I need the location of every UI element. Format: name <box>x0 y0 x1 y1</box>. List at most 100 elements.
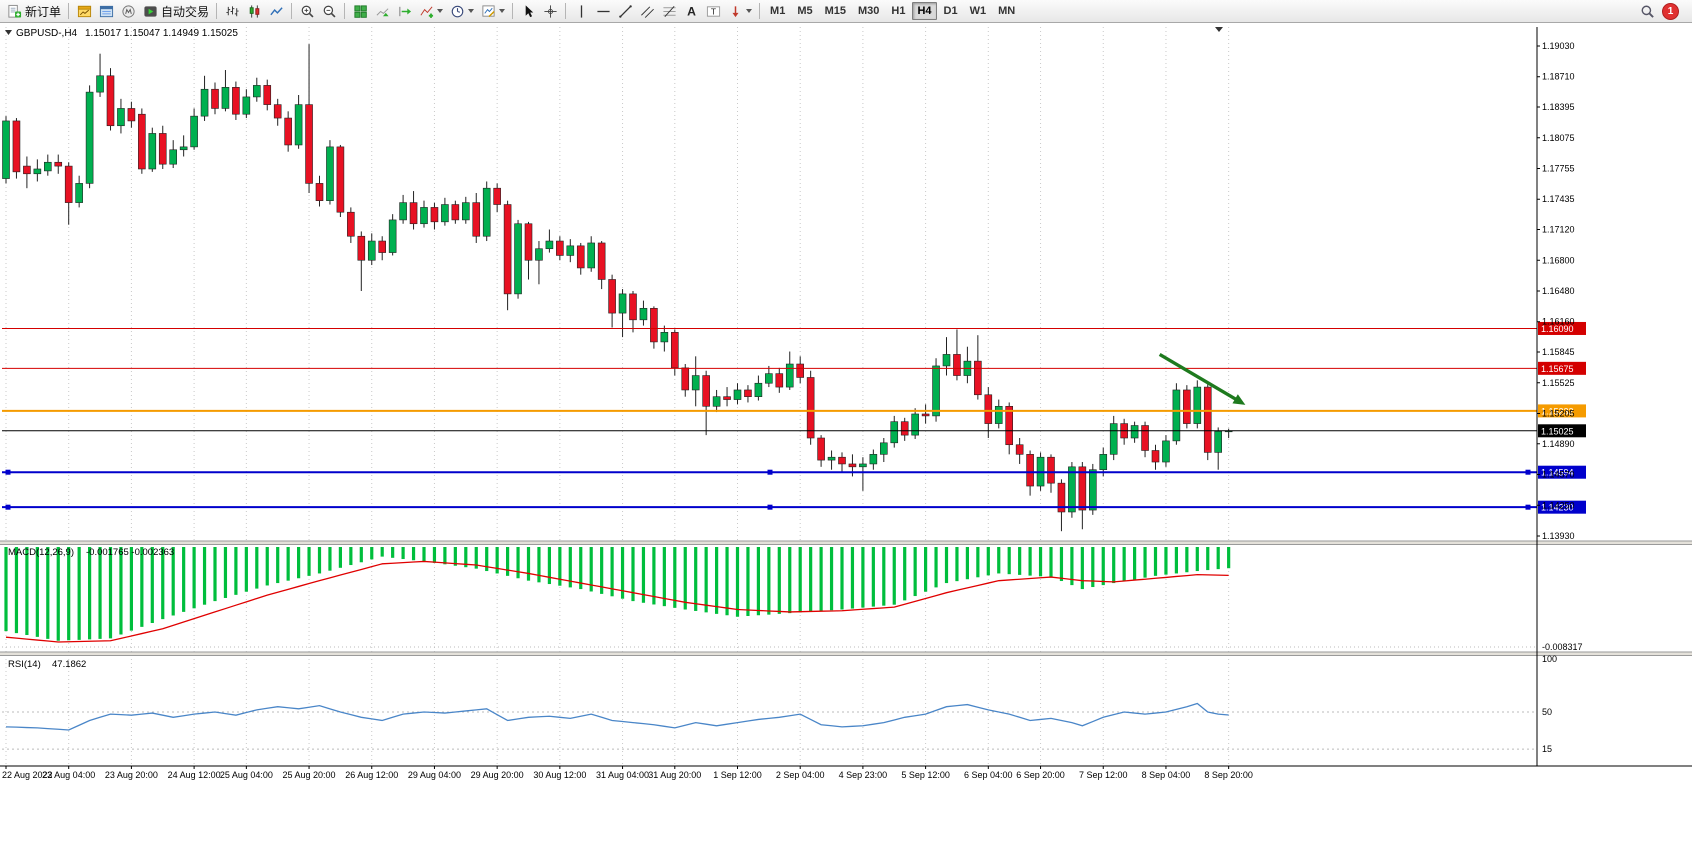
data-window-button[interactable] <box>96 2 116 21</box>
bar-chart-button[interactable] <box>222 2 242 21</box>
candle-body <box>681 367 690 391</box>
price-level-line-1.15232[interactable]: 1.15232 <box>2 404 1586 418</box>
candle-body <box>43 161 52 172</box>
autotrading-button[interactable]: 自动交易 <box>140 2 211 21</box>
trend-arrow-annotation[interactable] <box>1158 352 1246 405</box>
text-button[interactable]: A <box>681 2 701 21</box>
price-axis-label: 1.14250 <box>1542 500 1575 510</box>
price-axis-label: 1.16800 <box>1542 255 1575 265</box>
timeframe-m15-button[interactable]: M15 <box>824 5 846 17</box>
candle-body <box>420 207 428 225</box>
scroll-to-end-marker-icon[interactable] <box>1215 27 1223 32</box>
timeframe-m30-button[interactable]: M30 <box>858 5 880 17</box>
periods-button[interactable] <box>447 2 476 21</box>
timeframe-m1-button[interactable]: M1 <box>770 5 786 17</box>
navigator-button[interactable] <box>118 2 138 21</box>
price-axis-badge <box>1538 500 1586 514</box>
selection-handle[interactable] <box>767 469 773 475</box>
dropdown-arrow-icon[interactable] <box>437 9 444 13</box>
time-axis-label: 8 Sep 04:00 <box>1142 770 1191 780</box>
new-order-button[interactable]: 新订单 <box>4 2 63 21</box>
horizontal-line-button[interactable] <box>593 2 613 21</box>
candle-body <box>765 373 773 384</box>
time-axis-label: 4 Sep 23:00 <box>839 770 888 780</box>
candle-body <box>608 279 616 314</box>
price-axis-label: 1.14890 <box>1542 439 1575 449</box>
price-level-line-1.15025[interactable]: 1.15025 <box>2 424 1586 438</box>
trendline-button[interactable] <box>615 2 635 21</box>
timeframe-w1-button[interactable]: W1 <box>969 5 987 17</box>
text-label-button[interactable]: T <box>703 2 723 21</box>
dropdown-arrow-icon[interactable] <box>746 9 753 13</box>
selection-handle[interactable] <box>767 504 773 510</box>
selection-handle[interactable] <box>5 469 11 475</box>
price-level-line-1.14594[interactable]: 1.14594 <box>2 465 1586 479</box>
timeframe-m5-button[interactable]: M5 <box>797 5 813 17</box>
fibonacci-button[interactable] <box>659 2 679 21</box>
dropdown-arrow-icon[interactable] <box>468 9 475 13</box>
time-axis-label: 6 Sep 04:00 <box>964 770 1013 780</box>
splitter-macd-rsi[interactable] <box>0 651 1692 656</box>
candle-body <box>117 108 125 127</box>
channel-icon <box>639 3 655 19</box>
chart-ohlc-values: 1.15017 1.15047 1.14949 1.15025 <box>85 28 238 39</box>
timeframe-h1-button[interactable]: H1 <box>891 5 906 17</box>
candle-body <box>441 204 449 223</box>
chart-menu-arrow-icon[interactable] <box>5 30 12 35</box>
time-axis-label: 25 Aug 04:00 <box>220 770 273 780</box>
candle-body <box>576 245 585 269</box>
tile-windows-button[interactable] <box>350 2 370 21</box>
price-badge-label: 1.15675 <box>1541 364 1574 374</box>
timeframe-mn-button[interactable]: MN <box>998 5 1016 17</box>
templates-button[interactable] <box>478 2 507 21</box>
timeframe-d1-button[interactable]: D1 <box>943 5 958 17</box>
candle-body <box>305 104 313 184</box>
price-badge-label: 1.15025 <box>1541 426 1574 436</box>
rsi-scale-label: 15 <box>1542 744 1552 754</box>
dropdown-arrow-icon[interactable] <box>499 9 506 13</box>
zoom-in-icon <box>299 3 315 19</box>
selection-handle[interactable] <box>5 504 11 510</box>
time-axis-label: 24 Aug 12:00 <box>168 770 221 780</box>
candle-body <box>545 240 554 250</box>
selection-handle[interactable] <box>1525 504 1531 510</box>
timeframe-h4-button[interactable]: H4 <box>912 2 937 20</box>
candle-body <box>817 437 825 461</box>
bars-icon <box>224 3 240 19</box>
macd-indicator-panel: MACD(12,26,9) -0.001765 -0.002363 -0.00831… <box>2 547 1583 652</box>
time-axis-label: 2 Sep 04:00 <box>776 770 825 780</box>
indicators-button[interactable] <box>416 2 445 21</box>
candle-body <box>702 375 710 407</box>
price-level-line-1.15675[interactable]: 1.15675 <box>2 361 1586 375</box>
zoom-in-button[interactable] <box>297 2 317 21</box>
candle-body <box>744 389 752 397</box>
crosshair-button[interactable] <box>540 2 560 21</box>
zoom-out-button[interactable] <box>319 2 339 21</box>
notification-badge[interactable]: 1 <box>1662 2 1679 20</box>
candle-body <box>754 382 763 397</box>
market-watch-button[interactable] <box>74 2 94 21</box>
candle-body <box>242 96 251 115</box>
arrows-button[interactable] <box>725 2 754 21</box>
candle-body <box>33 168 42 175</box>
price-level-line-1.14230[interactable]: 1.14230 <box>2 500 1586 514</box>
search-icon[interactable] <box>1639 3 1655 19</box>
selection-handle[interactable] <box>1525 469 1531 475</box>
rsi-line <box>5 702 1229 731</box>
auto-scroll-button[interactable] <box>372 2 392 21</box>
line-chart-button[interactable] <box>266 2 286 21</box>
candle-body <box>263 85 272 105</box>
price-axis-label: 1.15525 <box>1542 378 1575 388</box>
price-axis-label: 1.15845 <box>1542 347 1575 357</box>
equidistant-channel-button[interactable] <box>637 2 657 21</box>
candle-body <box>1057 482 1066 513</box>
splitter-main-macd[interactable] <box>0 540 1692 545</box>
vertical-line-button[interactable] <box>571 2 591 21</box>
candle-body <box>848 463 857 468</box>
candlestick-chart-button[interactable] <box>244 2 264 21</box>
macd-signal-line <box>5 560 1229 643</box>
chart-shift-button[interactable] <box>394 2 414 21</box>
candle-body <box>1047 456 1055 484</box>
price-level-line-1.16090[interactable]: 1.16090 <box>2 321 1586 335</box>
cursor-button[interactable] <box>518 2 538 21</box>
